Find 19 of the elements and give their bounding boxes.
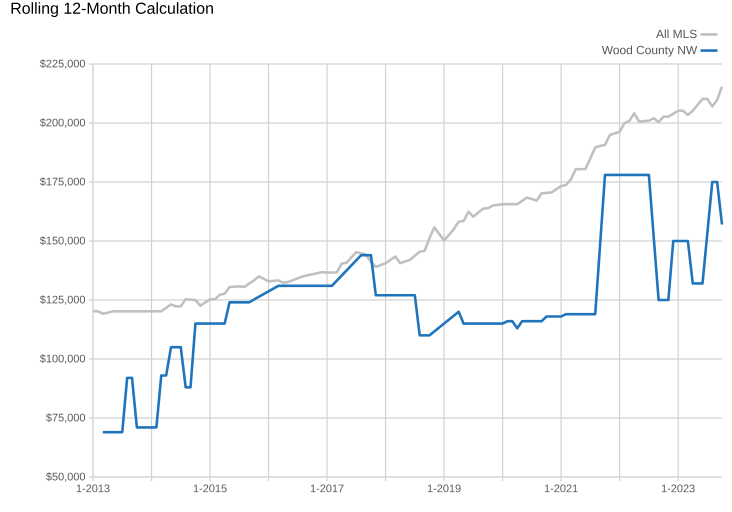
line-series: [92, 85, 724, 315]
x-tick-label: 1-2023: [662, 484, 695, 492]
y-tick-label: $75,000: [46, 413, 86, 423]
legend-label: Wood County NW: [602, 46, 698, 57]
y-tick-label: $225,000: [40, 59, 86, 69]
x-tick-label: 1-2021: [544, 484, 578, 492]
x-tick-label: 1-2019: [428, 484, 461, 492]
x-tick-label: 1-2015: [194, 484, 227, 492]
y-tick-label: $175,000: [40, 177, 86, 187]
chart-title: Rolling 12-Month Calculation: [12, 2, 213, 18]
y-tick-label: $100,000: [40, 354, 86, 364]
y-tick-label: $150,000: [40, 236, 86, 246]
y-tick-label: $125,000: [40, 295, 86, 305]
line-series: [101, 174, 724, 434]
x-tick-label: 1-2013: [76, 484, 110, 492]
y-tick-label: $50,000: [46, 472, 86, 482]
y-tick-label: $200,000: [40, 118, 86, 128]
legend-label: All MLS: [656, 29, 697, 38]
x-tick-label: 1-2017: [310, 484, 344, 492]
